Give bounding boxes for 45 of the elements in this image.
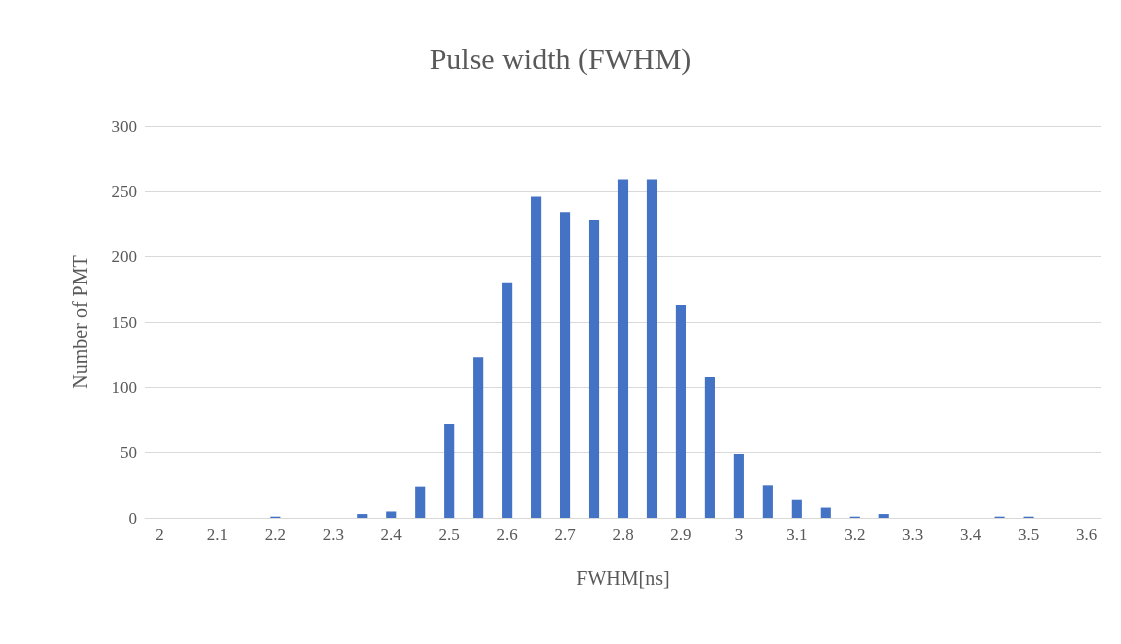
x-tick-label: 2 (155, 525, 164, 544)
bar (415, 486, 426, 518)
bar (357, 514, 368, 518)
bar (704, 376, 715, 518)
bar (502, 282, 513, 518)
x-tick-label: 2.9 (670, 525, 692, 544)
x-tick-label: 3 (734, 525, 744, 544)
bar (733, 453, 744, 518)
x-tick-label: 3.4 (960, 525, 982, 544)
x-tick-label: 2.8 (612, 525, 634, 544)
bar (820, 507, 831, 518)
bar (617, 179, 629, 518)
x-tick-label: 3.6 (1075, 525, 1098, 544)
bar (473, 357, 484, 518)
y-tick-label: 0 (128, 508, 137, 528)
chart-title: Pulse width (FWHM) (429, 41, 692, 76)
bar (646, 179, 658, 518)
bar (386, 511, 397, 518)
x-tick-label: 3.1 (786, 525, 808, 544)
bar (675, 305, 687, 518)
x-tick-label: 2.1 (206, 525, 229, 544)
y-tick-label: 200 (111, 247, 137, 267)
x-tick-label: 3.2 (844, 525, 866, 544)
bar (559, 212, 571, 518)
x-tick-label: 2.7 (554, 525, 577, 544)
bar (444, 423, 455, 518)
x-tick-label: 2.3 (322, 525, 344, 544)
bar (791, 499, 802, 518)
y-tick-label: 100 (111, 377, 137, 397)
x-tick-label: 3.3 (902, 525, 924, 544)
x-axis-title: FWHM[ns] (576, 567, 670, 589)
y-tick-label: 50 (120, 443, 137, 463)
x-tick-label: 2.2 (264, 525, 286, 544)
x-tick-label: 3.5 (1017, 525, 1040, 544)
bar (878, 514, 889, 518)
y-tick-label: 150 (111, 312, 137, 332)
x-tick-label: 2.5 (438, 525, 460, 544)
y-tick-label: 300 (111, 116, 137, 136)
bar (762, 485, 773, 518)
bar (531, 196, 542, 518)
x-tick-label: 2.4 (380, 525, 403, 544)
bar (588, 220, 600, 518)
y-axis-title: Number of PMT (69, 255, 91, 389)
y-tick-label: 250 (111, 181, 137, 201)
x-tick-label: 2.6 (496, 525, 518, 544)
